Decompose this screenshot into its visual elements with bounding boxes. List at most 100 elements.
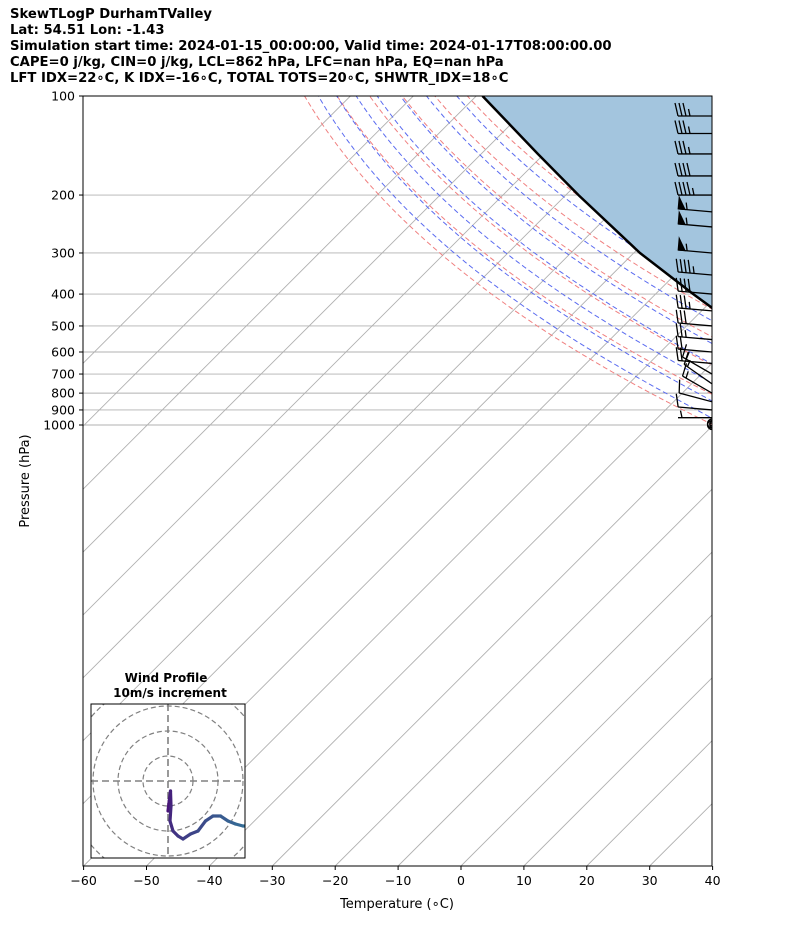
isotherm-line (209, 362, 712, 866)
wind-barb (675, 294, 712, 312)
hodograph-trace-segment (168, 819, 175, 833)
barb-shaft (678, 307, 712, 312)
wind-barb (675, 323, 712, 341)
x-tick-label: −10 (385, 873, 411, 888)
barb-full (674, 102, 679, 117)
barb-full (675, 258, 679, 273)
barb-full (679, 323, 683, 338)
barb-full (682, 140, 687, 155)
hodograph-trace-segment (166, 799, 171, 813)
moist-adiabat (426, 96, 712, 322)
barb-shaft (682, 375, 712, 394)
hodograph-frame (90, 703, 246, 859)
barb-half (687, 146, 691, 155)
y-tick-label: 300 (51, 245, 75, 260)
barb-shaft (682, 356, 712, 375)
x-tick-label: 40 (705, 873, 721, 888)
y-tick-label: 500 (51, 318, 75, 333)
barb-full (674, 140, 679, 155)
moist-adiabat (336, 96, 712, 402)
barb-full (682, 162, 687, 177)
barb-full (675, 335, 679, 350)
x-axis: −60 −50 −40 −30 −20 −10 0 10 20 30 40 (70, 866, 721, 888)
parcel-profile-line (481, 96, 712, 310)
barb-full (682, 102, 687, 117)
barb-full (687, 259, 691, 274)
wind-barb (677, 195, 712, 213)
barb-full (683, 310, 687, 324)
barb-full (675, 294, 679, 309)
barb-full (674, 120, 679, 134)
y-tick-label: 1000 (43, 418, 75, 433)
wind-barb (675, 258, 712, 276)
barb-full (675, 393, 679, 408)
barb-full (682, 181, 687, 196)
barb-full (678, 140, 683, 155)
header-block: SkewTLogP DurhamTValley Lat: 54.51 Lon: … (10, 7, 612, 87)
header-lat-lon: Lat: 54.51 Lon: -1.43 (10, 23, 165, 38)
barb-full (683, 259, 687, 273)
header-stability-params: CAPE=0 j/kg, CIN=0 j/kg, LCL=862 hPa, LF… (10, 55, 504, 70)
header-indices: LFT IDX=22∘C, K IDX=-16∘C, TOTAL TOTS=20… (10, 71, 509, 86)
isotherm-line (334, 488, 712, 866)
barb-full (679, 310, 683, 324)
barb-half (679, 410, 683, 418)
barb-half (687, 108, 691, 117)
moist-adiabat (355, 96, 712, 384)
barb-full (682, 120, 687, 134)
wind-barb (678, 379, 712, 403)
dry-adiabat (760, 96, 794, 432)
mixing-ratio-line (725, 352, 768, 432)
barb-full (678, 162, 683, 177)
barb-full (681, 344, 688, 358)
isotherm-line (83, 96, 603, 616)
barb-shaft (678, 359, 712, 365)
barb-full (678, 102, 683, 117)
isotherm-line (83, 96, 666, 679)
barb-shaft (678, 322, 712, 327)
barb-full (679, 336, 683, 350)
wind-barb (677, 236, 712, 254)
wind-barb (675, 335, 712, 353)
isotherm-line (397, 551, 712, 866)
barb-pennant (677, 210, 686, 226)
barb-pennant (677, 195, 686, 211)
barb-half (685, 202, 688, 210)
x-tick-label: −20 (322, 873, 348, 888)
barb-full (679, 259, 683, 273)
x-tick-label: 20 (579, 873, 595, 888)
hodograph-title: Wind Profile (125, 671, 208, 685)
wind-barb (674, 162, 712, 177)
barb-half (684, 330, 687, 338)
y-tick-label: 800 (51, 386, 75, 401)
x-axis-label: Temperature (∘C) (339, 897, 454, 912)
dewpoint-line (778, 96, 794, 425)
barb-full (674, 181, 679, 196)
isotherm-line (83, 96, 477, 490)
barb-shaft (678, 348, 712, 353)
y-tick-label: 200 (51, 188, 75, 203)
wind-barbs (674, 102, 712, 431)
wind-barb (675, 309, 712, 327)
wind-barb (674, 181, 712, 196)
dry-adiabat (369, 96, 712, 366)
barb-full (686, 162, 691, 177)
isotherm-line (523, 677, 712, 866)
x-tick-label: −40 (196, 873, 222, 888)
mixing-ratio-lines (725, 352, 794, 432)
y-tick-label: 600 (51, 345, 75, 360)
barb-full (679, 294, 683, 309)
y-tick-label: 900 (51, 402, 75, 417)
x-tick-label: −60 (70, 873, 96, 888)
barb-half (685, 371, 689, 379)
barb-full (678, 181, 683, 196)
header-times: Simulation start time: 2024-01-15_00:00:… (10, 39, 612, 54)
hodograph-subtitle: 10m/s increment (113, 686, 227, 700)
barb-full (675, 347, 679, 361)
barb-full (674, 162, 679, 177)
barb-shaft (683, 363, 712, 385)
x-tick-label: 10 (516, 873, 532, 888)
hodograph-trace-segment (196, 819, 208, 833)
isotherm-line (83, 96, 351, 365)
